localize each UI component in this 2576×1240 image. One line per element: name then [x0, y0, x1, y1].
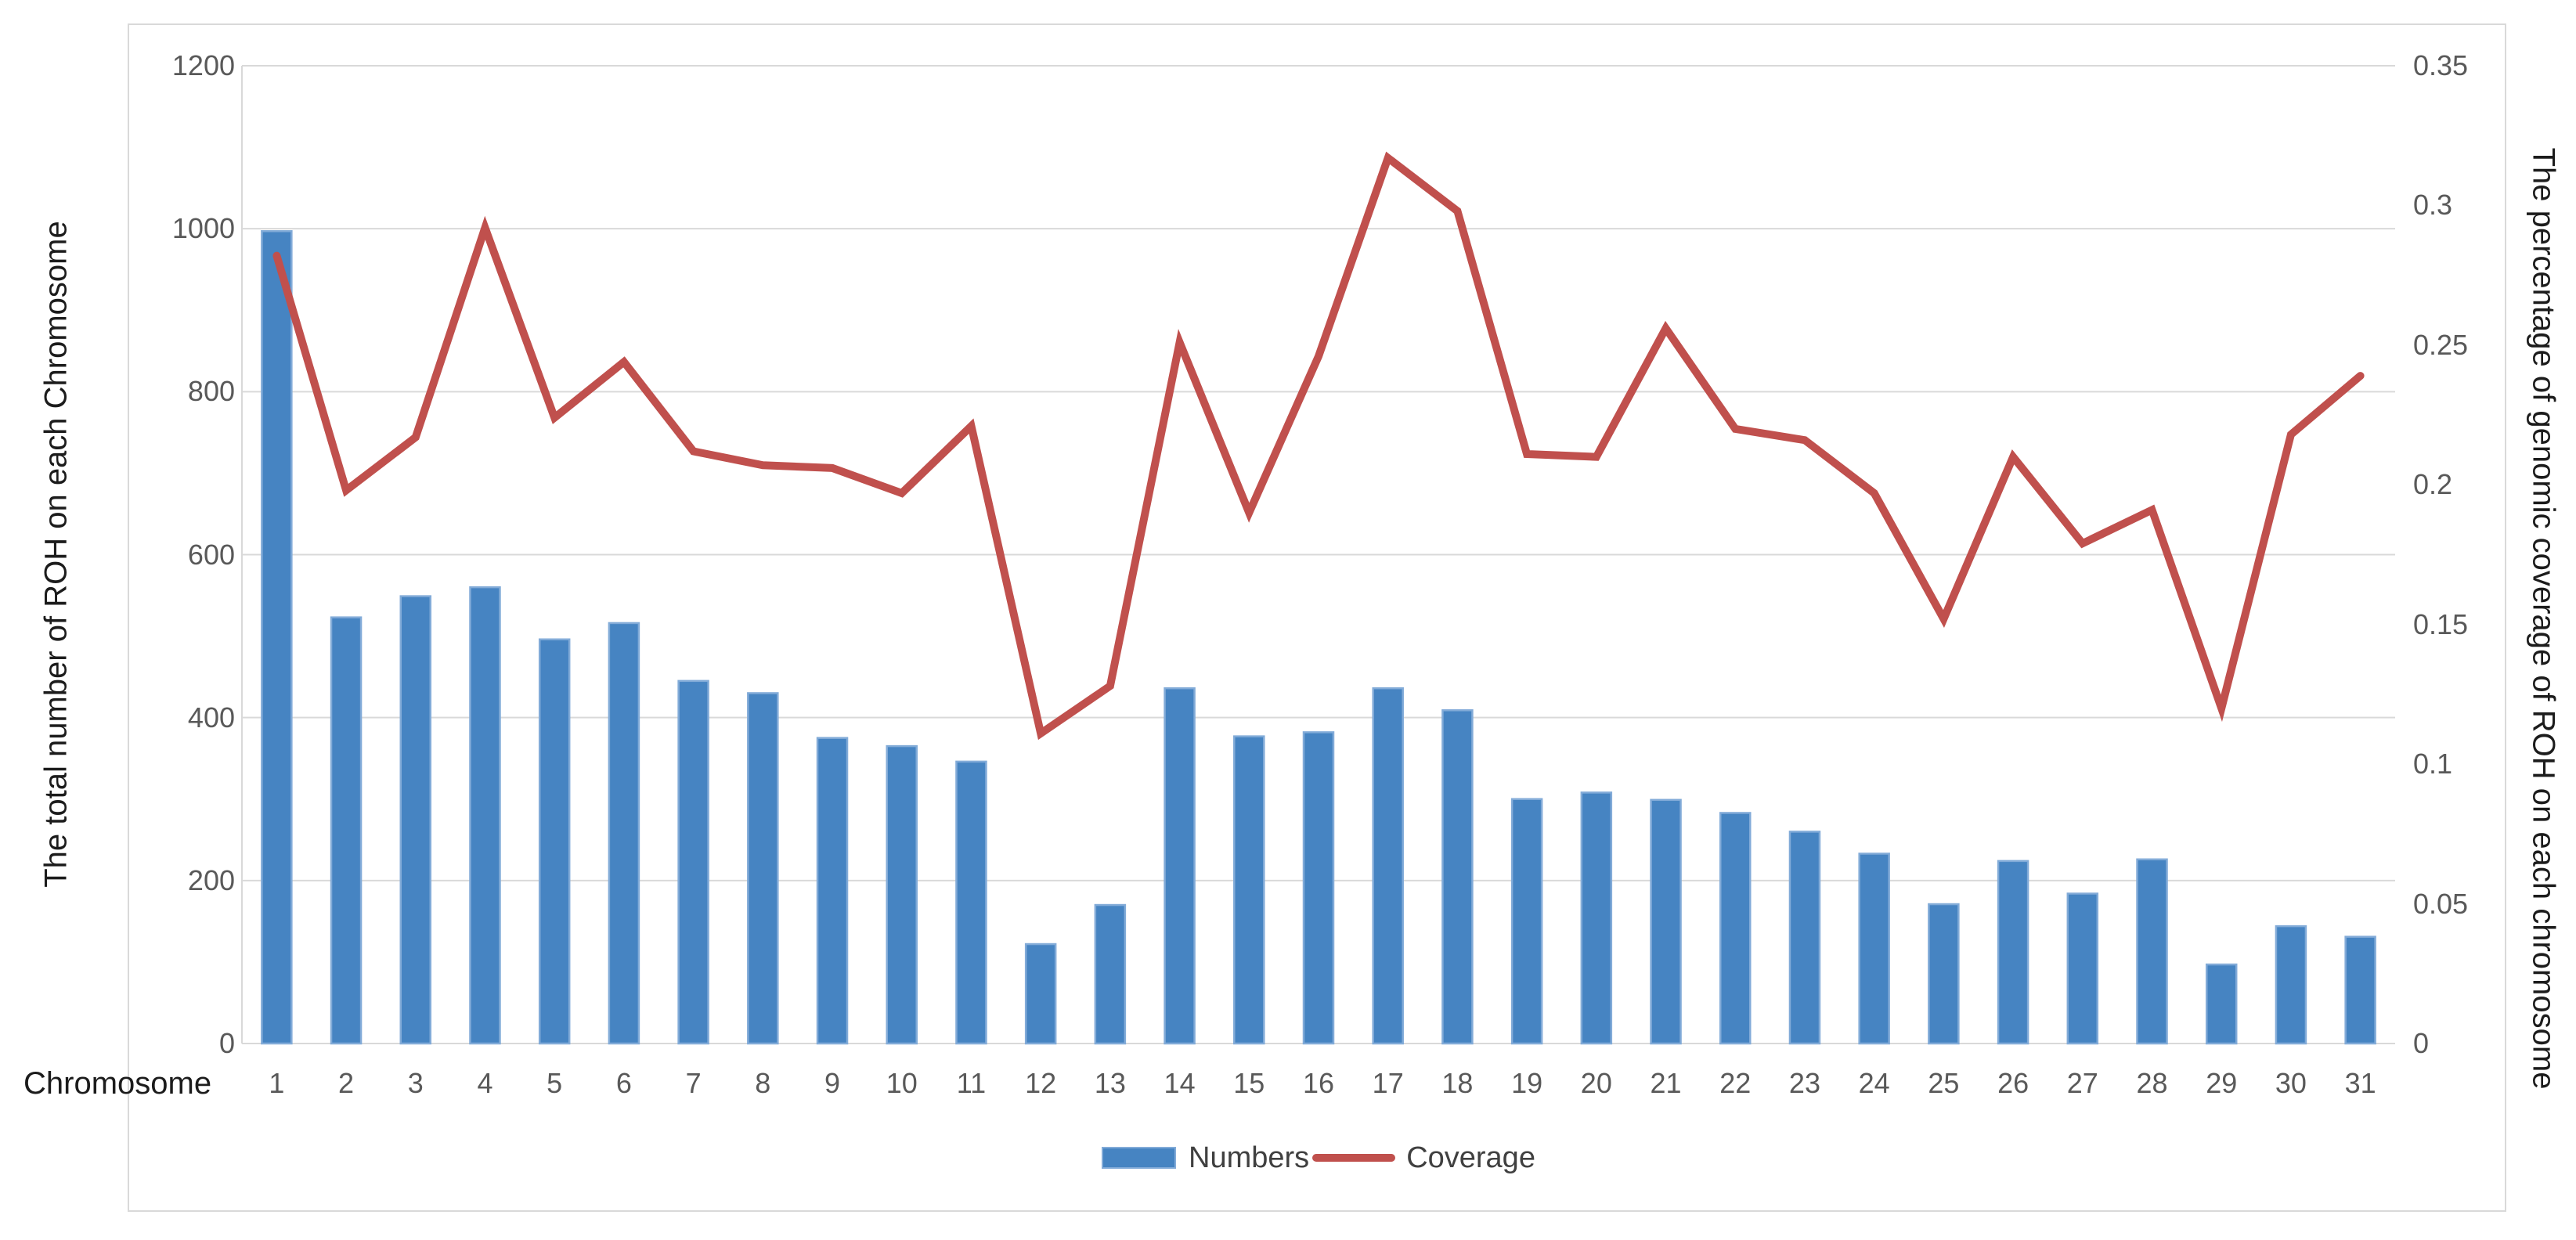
- bar-chr-14: [1164, 687, 1196, 1045]
- bar-chr-1: [261, 230, 293, 1045]
- x-tick-27: 27: [2066, 1067, 2098, 1099]
- bar-chr-3: [399, 595, 432, 1045]
- right-tick-0.3: 0.3: [2413, 189, 2453, 222]
- right-axis-title: The percentage of genomic coverage of RO…: [2526, 147, 2561, 1090]
- x-tick-12: 12: [1025, 1067, 1057, 1099]
- x-tick-31: 31: [2344, 1067, 2376, 1099]
- bar-chr-9: [816, 737, 849, 1045]
- x-tick-30: 30: [2275, 1067, 2307, 1099]
- x-tick-16: 16: [1302, 1067, 1335, 1099]
- bar-chr-10: [886, 744, 918, 1045]
- bar-chr-7: [677, 679, 709, 1045]
- left-axis-title: The total number of ROH on each Chromoso…: [38, 221, 74, 888]
- x-tick-18: 18: [1441, 1067, 1474, 1099]
- bar-chr-15: [1233, 735, 1265, 1045]
- x-tick-7: 7: [685, 1067, 702, 1099]
- right-tick-0.1: 0.1: [2413, 748, 2453, 780]
- left-tick-1200: 1200: [171, 49, 235, 81]
- x-tick-10: 10: [886, 1067, 918, 1099]
- bar-chr-17: [1372, 687, 1404, 1045]
- left-tick-0: 0: [218, 1027, 235, 1059]
- x-tick-4: 4: [477, 1067, 493, 1099]
- legend-coverage-label: Coverage: [1406, 1141, 1535, 1174]
- bar-chr-20: [1580, 791, 1613, 1045]
- bar-chr-12: [1024, 943, 1057, 1045]
- x-tick-29: 29: [2206, 1067, 2238, 1099]
- left-tick-400: 400: [187, 701, 235, 734]
- right-tick-0.25: 0.25: [2413, 328, 2469, 361]
- right-tick-0.15: 0.15: [2413, 607, 2469, 640]
- coverage-line: [272, 151, 2365, 741]
- x-tick-3: 3: [407, 1067, 424, 1099]
- x-tick-23: 23: [1788, 1067, 1820, 1099]
- bar-chr-2: [330, 616, 363, 1045]
- legend-numbers-swatch: [1102, 1147, 1177, 1169]
- right-tick-0: 0: [2413, 1027, 2430, 1059]
- x-tick-13: 13: [1094, 1067, 1126, 1099]
- legend: Numbers Coverage: [242, 1132, 2395, 1184]
- left-tick-200: 200: [187, 863, 235, 896]
- bar-chr-13: [1094, 903, 1127, 1045]
- bar-chr-28: [2136, 858, 2168, 1045]
- left-tick-1000: 1000: [171, 212, 235, 245]
- x-tick-11: 11: [956, 1067, 987, 1099]
- x-tick-21: 21: [1650, 1067, 1682, 1099]
- left-tick-800: 800: [187, 375, 235, 408]
- x-tick-8: 8: [755, 1067, 771, 1099]
- x-tick-14: 14: [1164, 1067, 1196, 1099]
- x-tick-17: 17: [1372, 1067, 1404, 1099]
- x-tick-22: 22: [1719, 1067, 1752, 1099]
- bar-chr-25: [1928, 903, 1960, 1045]
- x-tick-19: 19: [1511, 1067, 1543, 1099]
- x-tick-6: 6: [615, 1067, 632, 1099]
- x-tick-1: 1: [269, 1067, 285, 1099]
- x-tick-26: 26: [1997, 1067, 2029, 1099]
- bar-chr-29: [2205, 963, 2238, 1045]
- bar-chr-26: [1997, 860, 2029, 1045]
- bar-chr-6: [608, 622, 640, 1045]
- right-tick-0.2: 0.2: [2413, 468, 2453, 501]
- bar-chr-31: [2344, 935, 2376, 1045]
- bar-chr-18: [1441, 709, 1474, 1045]
- bar-chr-22: [1719, 812, 1752, 1045]
- x-tick-20: 20: [1580, 1067, 1612, 1099]
- bar-chr-23: [1788, 831, 1821, 1045]
- bar-chr-27: [2066, 892, 2099, 1045]
- legend-numbers-label: Numbers: [1189, 1141, 1310, 1174]
- x-axis-title: Chromosome: [23, 1066, 212, 1101]
- bar-chr-11: [955, 760, 987, 1045]
- x-tick-25: 25: [1928, 1067, 1960, 1099]
- bar-chr-4: [469, 586, 501, 1045]
- x-tick-24: 24: [1858, 1067, 1890, 1099]
- bar-chr-5: [538, 638, 571, 1045]
- x-tick-2: 2: [338, 1067, 355, 1099]
- x-tick-28: 28: [2136, 1067, 2168, 1099]
- right-tick-0.05: 0.05: [2413, 887, 2469, 920]
- x-tick-15: 15: [1233, 1067, 1265, 1099]
- right-tick-0.35: 0.35: [2413, 49, 2469, 81]
- bar-chr-8: [747, 692, 779, 1045]
- left-tick-600: 600: [187, 538, 235, 571]
- x-tick-9: 9: [824, 1067, 841, 1099]
- bar-chr-30: [2275, 925, 2307, 1045]
- x-tick-5: 5: [547, 1067, 563, 1099]
- bar-chr-19: [1510, 798, 1543, 1045]
- legend-coverage-swatch: [1312, 1154, 1396, 1162]
- bar-chr-16: [1302, 731, 1335, 1045]
- bar-chr-24: [1858, 852, 1890, 1045]
- bar-chr-21: [1650, 798, 1682, 1045]
